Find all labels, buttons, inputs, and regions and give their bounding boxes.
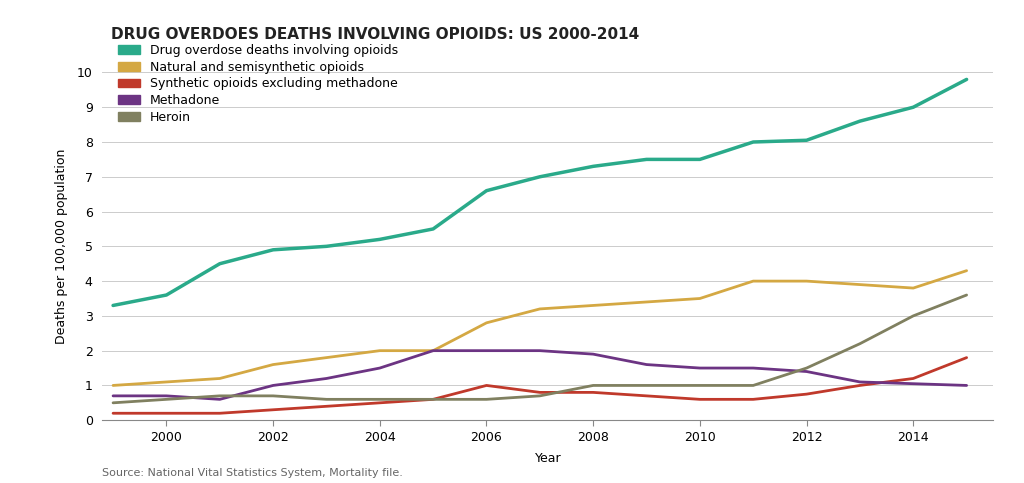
Drug overdose deaths involving opioids [587, 163, 599, 169]
Methadone [427, 348, 439, 354]
Methadone [480, 348, 493, 354]
Heroin [961, 292, 973, 298]
Y-axis label: Deaths per 100,000 population: Deaths per 100,000 population [55, 149, 69, 344]
Methadone [161, 393, 173, 399]
Methadone [321, 376, 333, 382]
Drug overdose deaths involving opioids [961, 76, 973, 82]
Natural and semisynthetic opioids [534, 306, 546, 312]
Methadone [534, 348, 546, 354]
Drug overdose deaths involving opioids [161, 292, 173, 298]
Synthetic opioids excluding methadone [961, 355, 973, 360]
Drug overdose deaths involving opioids [640, 156, 652, 162]
Methadone [374, 365, 386, 371]
Methadone [587, 351, 599, 357]
Heroin [374, 397, 386, 402]
Heroin [267, 393, 280, 399]
Drug overdose deaths involving opioids [693, 156, 706, 162]
Natural and semisynthetic opioids [854, 282, 866, 287]
Line: Drug overdose deaths involving opioids: Drug overdose deaths involving opioids [113, 79, 967, 305]
Heroin [427, 397, 439, 402]
Heroin [321, 397, 333, 402]
Heroin [801, 365, 813, 371]
Natural and semisynthetic opioids [106, 383, 119, 388]
Heroin [640, 383, 652, 388]
Synthetic opioids excluding methadone [214, 411, 226, 416]
Methadone [907, 381, 920, 386]
Heroin [587, 383, 599, 388]
Natural and semisynthetic opioids [587, 302, 599, 308]
Drug overdose deaths involving opioids [214, 261, 226, 267]
Methadone [106, 393, 119, 399]
Synthetic opioids excluding methadone [267, 407, 280, 412]
Line: Methadone: Methadone [113, 351, 967, 399]
Drug overdose deaths involving opioids [907, 104, 920, 110]
Synthetic opioids excluding methadone [427, 397, 439, 402]
Heroin [854, 341, 866, 347]
Methadone [267, 383, 280, 388]
Drug overdose deaths involving opioids [534, 174, 546, 180]
Heroin [214, 393, 226, 399]
Heroin [161, 397, 173, 402]
Synthetic opioids excluding methadone [640, 393, 652, 399]
Synthetic opioids excluding methadone [801, 391, 813, 397]
Natural and semisynthetic opioids [801, 278, 813, 284]
Synthetic opioids excluding methadone [161, 411, 173, 416]
Natural and semisynthetic opioids [907, 285, 920, 291]
Synthetic opioids excluding methadone [534, 389, 546, 395]
Methadone [961, 383, 973, 388]
Legend: Drug overdose deaths involving opioids, Natural and semisynthetic opioids, Synth: Drug overdose deaths involving opioids, … [118, 44, 398, 124]
Synthetic opioids excluding methadone [907, 376, 920, 382]
Natural and semisynthetic opioids [214, 376, 226, 382]
Heroin [748, 383, 760, 388]
Drug overdose deaths involving opioids [801, 137, 813, 143]
Methadone [640, 362, 652, 368]
Methadone [748, 365, 760, 371]
Text: Source: National Vital Statistics System, Mortality file.: Source: National Vital Statistics System… [102, 468, 403, 478]
Drug overdose deaths involving opioids [427, 226, 439, 232]
Heroin [106, 400, 119, 406]
Line: Synthetic opioids excluding methadone: Synthetic opioids excluding methadone [113, 357, 967, 413]
Line: Natural and semisynthetic opioids: Natural and semisynthetic opioids [113, 270, 967, 385]
Methadone [214, 397, 226, 402]
Natural and semisynthetic opioids [480, 320, 493, 326]
Drug overdose deaths involving opioids [374, 237, 386, 242]
Synthetic opioids excluding methadone [748, 397, 760, 402]
Natural and semisynthetic opioids [161, 379, 173, 385]
Natural and semisynthetic opioids [427, 348, 439, 354]
Methadone [801, 369, 813, 374]
Drug overdose deaths involving opioids [748, 139, 760, 145]
Drug overdose deaths involving opioids [267, 247, 280, 253]
Heroin [693, 383, 706, 388]
Natural and semisynthetic opioids [321, 355, 333, 360]
Methadone [693, 365, 706, 371]
Synthetic opioids excluding methadone [374, 400, 386, 406]
Natural and semisynthetic opioids [961, 268, 973, 273]
Line: Heroin: Heroin [113, 295, 967, 403]
Synthetic opioids excluding methadone [693, 397, 706, 402]
Drug overdose deaths involving opioids [106, 302, 119, 308]
Natural and semisynthetic opioids [374, 348, 386, 354]
Heroin [480, 397, 493, 402]
Synthetic opioids excluding methadone [106, 411, 119, 416]
Synthetic opioids excluding methadone [321, 403, 333, 409]
Text: DRUG OVERDOES DEATHS INVOLVING OPIOIDS: US 2000-2014: DRUG OVERDOES DEATHS INVOLVING OPIOIDS: … [112, 27, 640, 42]
Natural and semisynthetic opioids [693, 296, 706, 301]
Drug overdose deaths involving opioids [321, 243, 333, 249]
Methadone [854, 379, 866, 385]
Drug overdose deaths involving opioids [480, 188, 493, 194]
Synthetic opioids excluding methadone [587, 389, 599, 395]
Natural and semisynthetic opioids [640, 299, 652, 305]
Synthetic opioids excluding methadone [854, 383, 866, 388]
X-axis label: Year: Year [535, 452, 561, 465]
Natural and semisynthetic opioids [267, 362, 280, 368]
Synthetic opioids excluding methadone [480, 383, 493, 388]
Heroin [534, 393, 546, 399]
Heroin [907, 313, 920, 319]
Natural and semisynthetic opioids [748, 278, 760, 284]
Drug overdose deaths involving opioids [854, 118, 866, 124]
